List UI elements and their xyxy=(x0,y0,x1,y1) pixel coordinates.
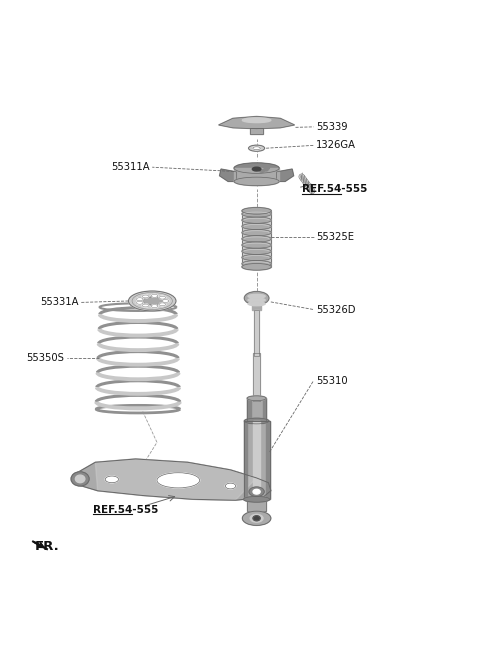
Bar xyxy=(252,297,261,311)
Ellipse shape xyxy=(242,223,271,229)
Ellipse shape xyxy=(243,497,270,502)
Ellipse shape xyxy=(71,472,89,486)
Ellipse shape xyxy=(248,302,265,306)
Ellipse shape xyxy=(151,305,158,307)
Bar xyxy=(242,211,271,267)
Text: REF.54-555: REF.54-555 xyxy=(301,185,367,194)
Ellipse shape xyxy=(253,147,261,150)
Text: 1326GA: 1326GA xyxy=(316,141,356,150)
Ellipse shape xyxy=(142,304,149,307)
Ellipse shape xyxy=(242,248,271,254)
Bar xyxy=(253,353,260,401)
Ellipse shape xyxy=(247,396,266,401)
Bar xyxy=(247,499,266,511)
Ellipse shape xyxy=(234,163,279,173)
Bar xyxy=(243,421,270,499)
Text: 55310: 55310 xyxy=(316,376,348,386)
Bar xyxy=(247,398,251,421)
Bar xyxy=(234,168,279,181)
Ellipse shape xyxy=(260,170,264,172)
Ellipse shape xyxy=(252,167,261,171)
Bar xyxy=(247,499,266,511)
Text: 55326D: 55326D xyxy=(316,305,355,315)
Ellipse shape xyxy=(242,118,271,123)
Ellipse shape xyxy=(249,145,264,151)
Text: 55350S: 55350S xyxy=(26,353,64,363)
Bar xyxy=(254,311,259,355)
Ellipse shape xyxy=(244,292,269,305)
Ellipse shape xyxy=(242,511,271,526)
Ellipse shape xyxy=(157,473,200,488)
Ellipse shape xyxy=(263,166,268,168)
Ellipse shape xyxy=(242,229,271,236)
Ellipse shape xyxy=(242,208,271,214)
Bar xyxy=(243,421,270,499)
Ellipse shape xyxy=(242,242,271,248)
Ellipse shape xyxy=(105,476,119,483)
Ellipse shape xyxy=(248,294,265,298)
Ellipse shape xyxy=(242,261,271,267)
Ellipse shape xyxy=(242,254,271,261)
Bar xyxy=(247,398,266,421)
Polygon shape xyxy=(72,459,271,500)
Text: REF.54-555: REF.54-555 xyxy=(93,505,158,514)
Polygon shape xyxy=(96,459,257,500)
Bar xyxy=(250,128,263,135)
Polygon shape xyxy=(276,169,294,181)
Ellipse shape xyxy=(242,217,271,223)
Polygon shape xyxy=(219,116,295,129)
Text: 55311A: 55311A xyxy=(111,162,150,172)
Ellipse shape xyxy=(234,177,279,186)
Ellipse shape xyxy=(264,167,269,170)
Text: FR.: FR. xyxy=(35,540,60,553)
Ellipse shape xyxy=(159,296,166,299)
Ellipse shape xyxy=(143,297,162,305)
Bar xyxy=(254,311,259,355)
Bar xyxy=(253,421,260,499)
Ellipse shape xyxy=(250,514,263,522)
Bar xyxy=(266,421,270,499)
Ellipse shape xyxy=(129,291,176,311)
Ellipse shape xyxy=(249,487,264,497)
Bar xyxy=(247,398,266,421)
Ellipse shape xyxy=(244,418,269,424)
Ellipse shape xyxy=(75,475,85,483)
Ellipse shape xyxy=(136,302,143,304)
Ellipse shape xyxy=(162,300,169,302)
Bar xyxy=(243,421,247,499)
Text: 55331A: 55331A xyxy=(40,298,79,307)
Polygon shape xyxy=(219,169,237,181)
Ellipse shape xyxy=(159,303,166,306)
Bar xyxy=(250,128,263,135)
Ellipse shape xyxy=(248,298,265,302)
Ellipse shape xyxy=(242,236,271,242)
Ellipse shape xyxy=(151,294,158,297)
Ellipse shape xyxy=(253,516,260,521)
Ellipse shape xyxy=(142,295,149,298)
Bar xyxy=(253,353,260,401)
Bar xyxy=(263,398,266,421)
Ellipse shape xyxy=(253,489,260,494)
Ellipse shape xyxy=(242,263,271,270)
Text: 55325E: 55325E xyxy=(316,232,354,242)
Ellipse shape xyxy=(136,298,143,301)
Ellipse shape xyxy=(225,483,236,489)
Text: 55339: 55339 xyxy=(316,122,348,132)
Ellipse shape xyxy=(242,211,271,217)
Ellipse shape xyxy=(260,164,264,166)
Ellipse shape xyxy=(263,169,268,171)
